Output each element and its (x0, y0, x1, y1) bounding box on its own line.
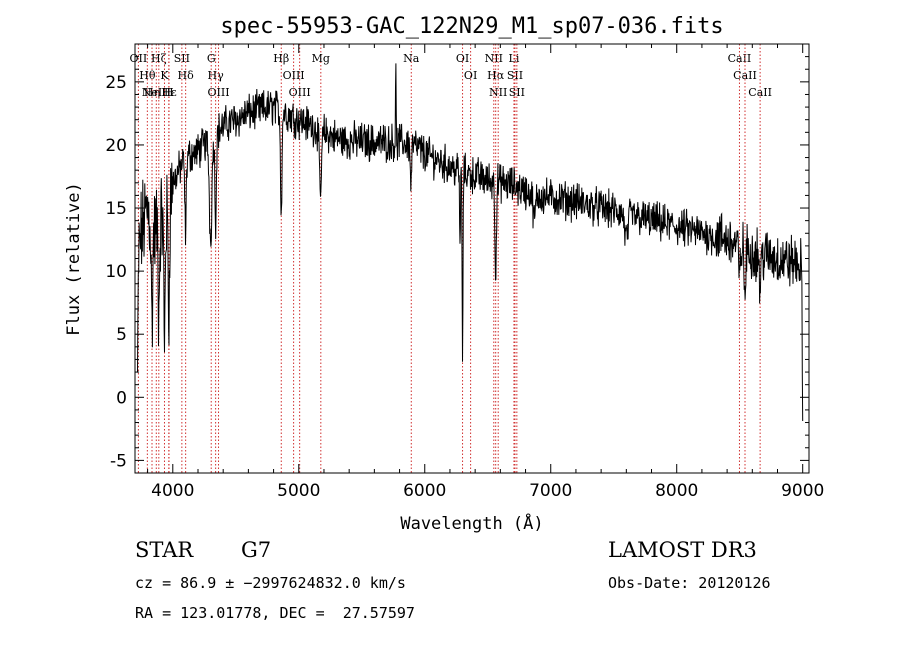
line-marker-label: Hη (144, 86, 160, 99)
line-marker-label: Hζ (151, 52, 167, 65)
survey-name: LAMOST DR3 (608, 538, 757, 562)
axis-tick-group: 4000 5000 6000 7000 8000 9000 -5 0 5 10 15 20 25 (105, 43, 824, 501)
x-tick-label: 7000 (529, 481, 572, 501)
object-subclass: G7 (241, 538, 272, 562)
x-tick-label: 4000 (151, 481, 194, 501)
line-marker-label: SII (509, 86, 525, 99)
y-tick-label: 5 (116, 325, 127, 345)
line-marker-label: OI (464, 69, 477, 82)
line-marker-label: OIII (283, 69, 305, 82)
line-marker-label: G (207, 52, 216, 65)
line-marker-label: NII (485, 52, 503, 65)
line-marker-label: OIII (289, 86, 311, 99)
x-tick-label: 8000 (655, 481, 698, 501)
line-marker-label: CaII (748, 86, 772, 99)
spectrum-series-line (137, 63, 804, 422)
line-marker-label: Hθ (139, 69, 156, 82)
line-marker-label: Hε (161, 86, 177, 99)
y-tick-label: 20 (105, 136, 127, 156)
line-marker-label: SII (174, 52, 190, 65)
y-tick-label: 10 (105, 262, 127, 282)
line-marker-label: Na (403, 52, 420, 65)
y-tick-label: 0 (116, 388, 127, 408)
line-marker-label: H (164, 86, 174, 99)
y-axis-label: Flux (relative) (64, 182, 84, 336)
line-marker-label: OI (456, 52, 469, 65)
y-tick-label: -5 (110, 451, 127, 471)
line-marker-label: NeIII (142, 86, 171, 99)
line-marker-label: Li (509, 52, 520, 65)
line-marker-label: Hγ (208, 69, 225, 82)
line-marker-label: CaII (733, 69, 757, 82)
coordinates: RA = 123.01778, DEC = 27.57597 (135, 604, 415, 622)
line-marker-label: CaII (728, 52, 752, 65)
x-tick-label: 6000 (403, 481, 446, 501)
line-marker-label: NII (489, 86, 507, 99)
line-marker-label: Hδ (178, 69, 195, 82)
line-marker-label: SII (507, 69, 523, 82)
x-tick-label: 9000 (781, 481, 824, 501)
line-marker-label: OII (130, 52, 148, 65)
x-tick-label: 5000 (277, 481, 320, 501)
line-marker-label: K (160, 69, 169, 82)
obs-date: Obs-Date: 20120126 (608, 574, 771, 592)
line-marker-label: OIII (207, 86, 229, 99)
chart-title: spec-55953-GAC_122N29_M1_sp07-036.fits (220, 14, 723, 39)
y-tick-label: 15 (105, 199, 127, 219)
y-tick-label: 25 (105, 73, 127, 93)
x-axis-label: Wavelength (Å) (400, 512, 543, 534)
object-class: STAR (135, 538, 194, 562)
redshift-line: cz = 86.9 ± −2997624832.0 km/s (135, 574, 406, 592)
line-marker-label: Mg (312, 52, 330, 65)
line-marker-label: Hα (487, 69, 505, 82)
line-marker-label: Hβ (273, 52, 289, 65)
plot-frame (134, 43, 810, 474)
